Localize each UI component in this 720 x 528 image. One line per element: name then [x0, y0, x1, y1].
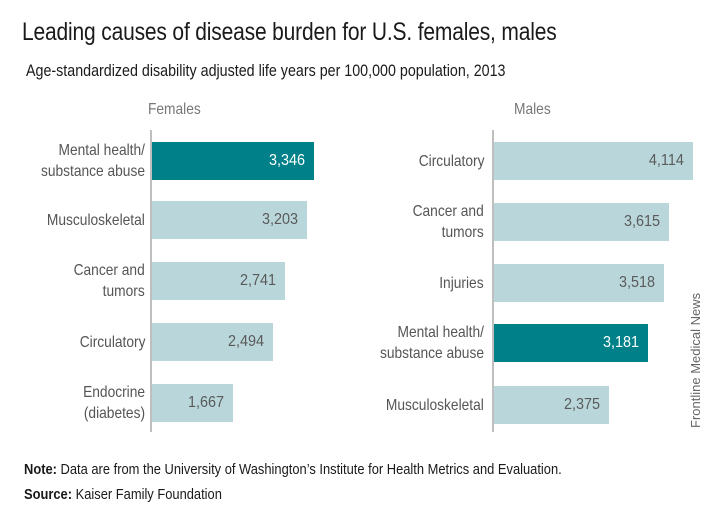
- female-bar: [152, 384, 233, 422]
- source-body: Kaiser Family Foundation: [72, 486, 222, 503]
- male-bar-value-label: 2,375: [563, 396, 600, 413]
- female-category-label: Endocrine (diabetes): [83, 382, 145, 424]
- source-label: Source:: [24, 486, 73, 503]
- male-bar: [494, 203, 669, 241]
- male-bar-value-label: 3,518: [618, 274, 655, 291]
- female-category-label: Circulatory: [79, 332, 145, 353]
- female-bar-value-label: 2,494: [227, 333, 264, 350]
- female-category-label-line: Musculoskeletal: [47, 211, 145, 229]
- chart-title: Leading causes of disease burden for U.S…: [22, 18, 557, 46]
- female-bar: [152, 142, 314, 180]
- female-bar-value-label: 3,203: [261, 211, 298, 228]
- male-bar-value-label: 4,114: [649, 152, 684, 169]
- male-bar-value-label: 3,615: [623, 213, 660, 230]
- male-category-label-line: Musculoskeletal: [386, 396, 484, 414]
- male-category-label-line: substance abuse: [379, 345, 484, 362]
- males-axis-line: [492, 130, 494, 432]
- female-category-label: Cancer and tumors: [74, 260, 145, 302]
- female-category-label: Musculoskeletal: [47, 210, 145, 231]
- female-bar: [152, 262, 285, 300]
- female-category-label-line: Cancer and: [73, 262, 145, 279]
- chart-subtitle: Age-standardized disability adjusted lif…: [26, 61, 506, 80]
- female-bar-value-label: 1,667: [187, 394, 224, 411]
- female-category-label: Mental health/substance abuse: [41, 140, 145, 182]
- male-category-label-line: Circulatory: [418, 152, 484, 170]
- male-bar: [494, 142, 693, 180]
- female-category-label-line: Circulatory: [79, 333, 145, 351]
- male-bar: [494, 264, 664, 302]
- credit-text: Frontline Medical News: [688, 292, 703, 428]
- females-panel-title: Females: [148, 101, 201, 118]
- source-text: Source: Kaiser Family Foundation: [24, 486, 222, 503]
- female-bar: [152, 201, 307, 239]
- note-body: Data are from the University of Washingt…: [56, 461, 562, 478]
- note-text: Note: Data are from the University of Wa…: [24, 461, 562, 478]
- male-bar-value-label: 3,181: [602, 334, 639, 351]
- male-category-label: Injuries: [440, 273, 484, 294]
- female-category-label-line: Endocrine: [83, 384, 145, 401]
- male-category-label-line: Cancer and: [412, 203, 484, 220]
- male-category-label: Musculoskeletal: [386, 395, 484, 416]
- male-category-label: Cancer and tumors: [413, 201, 484, 243]
- females-axis-line: [150, 130, 152, 432]
- note-label: Note:: [24, 461, 57, 478]
- female-category-label-line: tumors: [102, 283, 145, 300]
- female-bar-value-label: 2,741: [239, 272, 276, 289]
- female-category-label-line: Mental health/: [58, 142, 145, 159]
- male-bar: [494, 386, 609, 424]
- male-category-label: Circulatory: [418, 151, 484, 172]
- female-bar: [152, 323, 273, 361]
- male-bar: [494, 324, 648, 362]
- male-category-label-line: Mental health/: [397, 324, 484, 341]
- female-bar-value-label: 3,346: [268, 152, 305, 169]
- female-category-label-line: (diabetes): [83, 405, 145, 422]
- male-category-label-line: Injuries: [439, 274, 484, 292]
- male-category-label: Mental health/substance abuse: [380, 322, 484, 364]
- male-category-label-line: tumors: [441, 224, 484, 241]
- female-category-label-line: substance abuse: [40, 163, 145, 180]
- males-panel-title: Males: [514, 101, 551, 118]
